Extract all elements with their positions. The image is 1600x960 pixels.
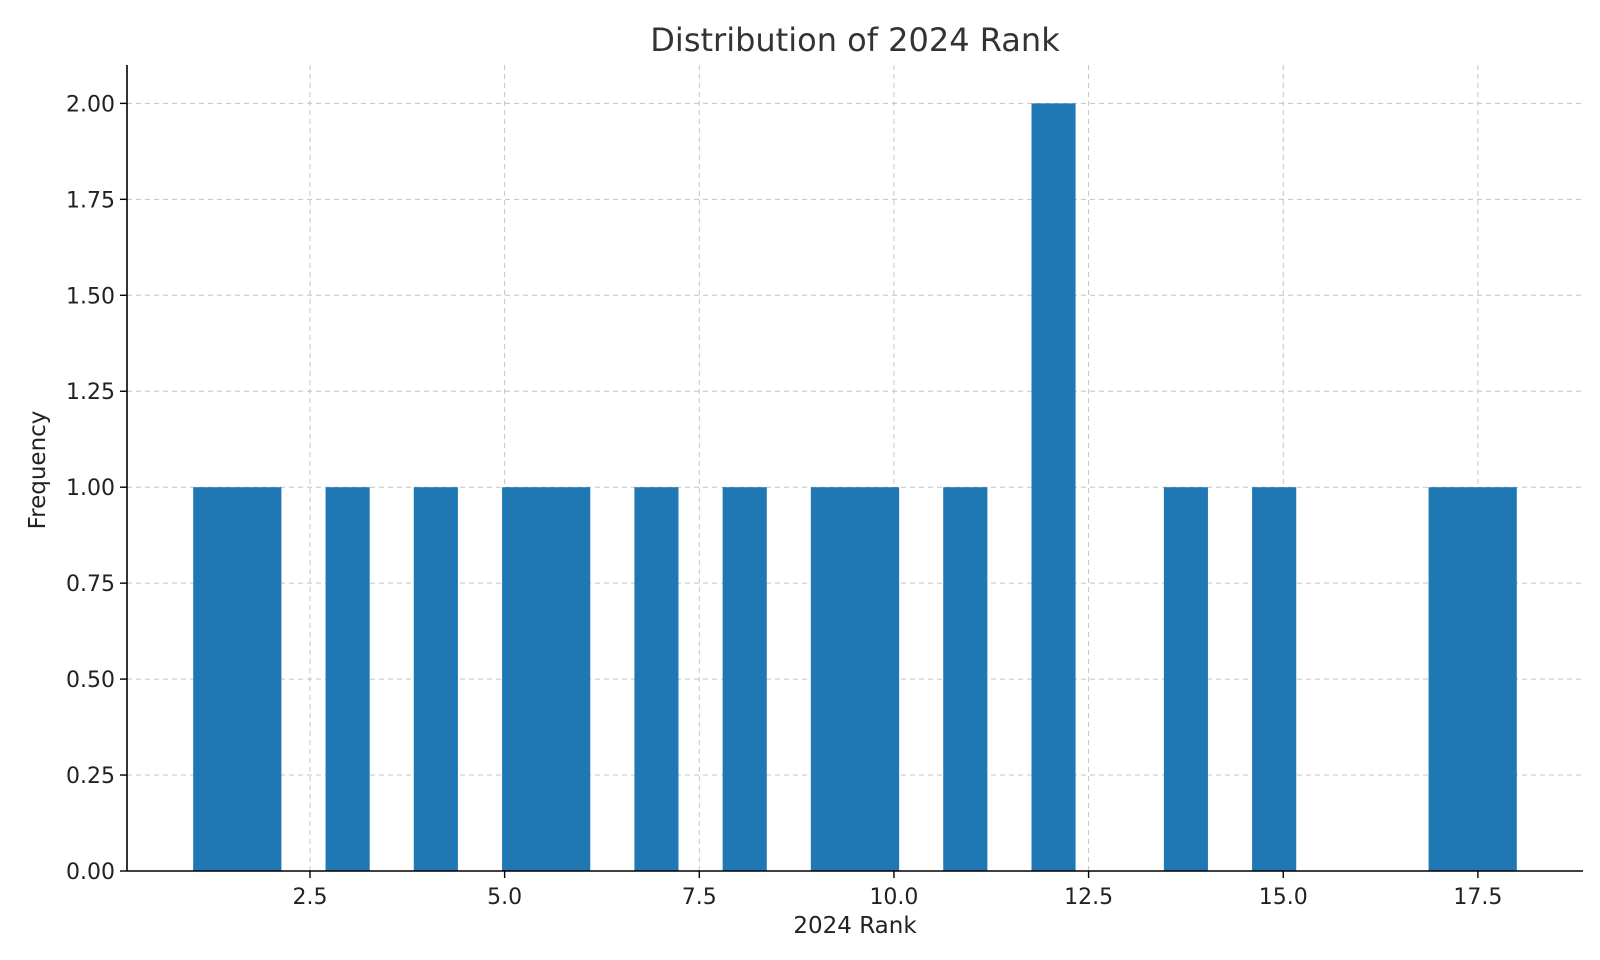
y-axis-label: Frequency — [25, 411, 51, 530]
x-tick-label: 2.5 — [292, 885, 327, 910]
y-tick-label: 0.00 — [66, 860, 115, 885]
histogram-bar — [413, 487, 458, 871]
x-tick-label: 5.0 — [487, 885, 522, 910]
y-tick-label: 1.75 — [66, 188, 115, 213]
histogram-bar — [1252, 487, 1297, 871]
y-tick-label: 1.50 — [66, 284, 115, 309]
histogram-bars — [193, 103, 1517, 871]
y-tick-label: 0.75 — [66, 572, 115, 597]
y-tick-label: 0.25 — [66, 764, 115, 789]
histogram-bar — [634, 487, 679, 871]
histogram-bar — [1428, 487, 1517, 871]
y-tick-label: 2.00 — [66, 92, 115, 117]
histogram-bar — [193, 487, 282, 871]
x-tick-label: 15.0 — [1259, 885, 1308, 910]
histogram-bar — [502, 487, 591, 871]
histogram-bar — [1031, 103, 1076, 871]
x-tick-label: 7.5 — [682, 885, 717, 910]
x-tick-label: 12.5 — [1064, 885, 1113, 910]
chart-title: Distribution of 2024 Rank — [650, 21, 1060, 59]
x-tick-label: 17.5 — [1453, 885, 1502, 910]
x-tick-label: 10.0 — [869, 885, 918, 910]
y-tick-label: 1.25 — [66, 380, 115, 405]
histogram-bar — [943, 487, 988, 871]
tick-labels: 2.5 5.0 7.5 10.0 12.5 15.0 17.5 0.00 0.25 0.50 0.7… — [66, 92, 1502, 910]
histogram-bar — [325, 487, 370, 871]
histogram-bar — [1163, 487, 1208, 871]
histogram-bar — [810, 487, 900, 871]
y-tick-label: 1.00 — [66, 476, 115, 501]
y-tick-label: 0.50 — [66, 668, 115, 693]
histogram-bar — [722, 487, 767, 871]
x-axis-label: 2024 Rank — [793, 913, 917, 939]
